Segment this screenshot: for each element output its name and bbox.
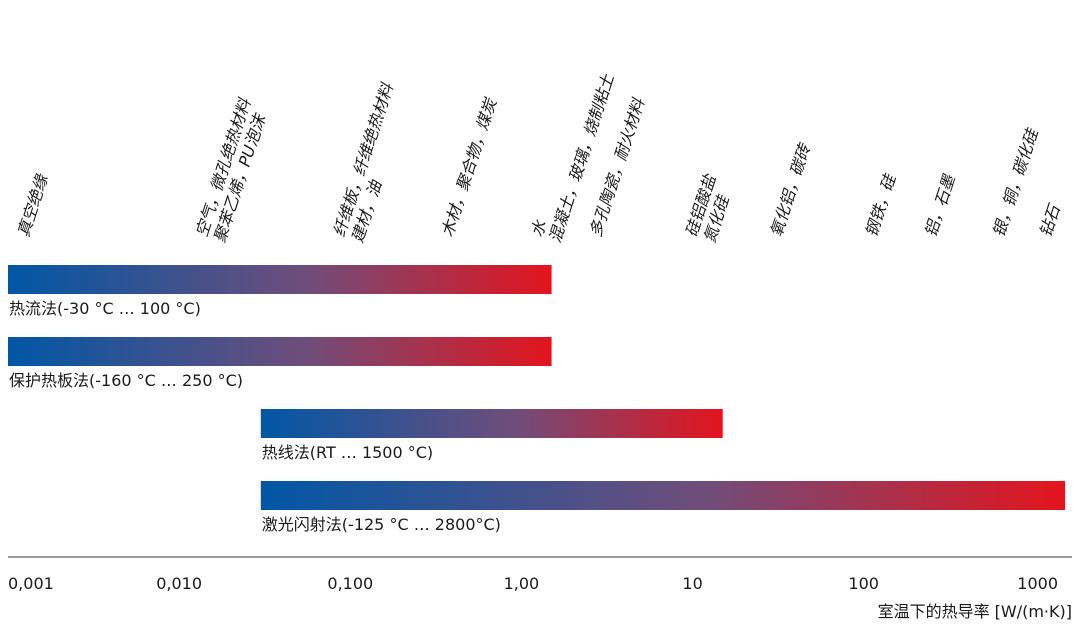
material-label: 钢铁，硅 (862, 171, 900, 240)
x-axis-ticks: 0,001 0,010 0,100 1,00 10 100 1000 (8, 574, 1058, 593)
material-label: 银，铜，碳化硅 (989, 125, 1042, 239)
material-label-group: 铝，石墨 (921, 172, 959, 240)
method-label: 保护热板法(-160 °C … 250 °C) (9, 371, 243, 390)
x-tick-label: 0,010 (156, 574, 202, 593)
range-bar (260, 481, 1065, 510)
range-bar (8, 265, 552, 294)
material-label: 铝，石墨 (921, 172, 959, 240)
x-tick-label: 10 (682, 574, 702, 593)
method-label: 热线法(RT … 1500 °C) (262, 443, 433, 462)
x-tick-label: 1,00 (504, 574, 540, 593)
material-label-group: 真空绝缘 (14, 171, 52, 240)
material-label-group: 氧化铝，碳砖 (766, 140, 814, 239)
x-tick-label: 1000 (1017, 574, 1058, 593)
x-tick-label: 0,100 (327, 574, 373, 593)
method-label: 热流法(-30 °C … 100 °C) (9, 299, 201, 318)
method-bars: 热流法(-30 °C … 100 °C) 保护热板法(-160 °C … 250 … (8, 265, 1065, 534)
material-label-group: 钻石 (1036, 200, 1065, 239)
material-label: 氧化铝，碳砖 (766, 140, 814, 239)
x-tick-label: 0,001 (8, 574, 54, 593)
x-axis-title: 室温下的热导率 [W/(m·K)] (878, 602, 1072, 621)
method-label: 激光闪射法(-125 °C … 2800°C) (262, 515, 501, 534)
material-label-group: 钢铁，硅 (862, 171, 900, 240)
x-tick-label: 100 (848, 574, 879, 593)
material-label: 木材，聚合物，煤炭 (438, 95, 501, 240)
material-label: 真空绝缘 (14, 171, 52, 240)
material-label: 钻石 (1036, 200, 1065, 239)
range-bar (8, 337, 552, 366)
range-bar (260, 409, 723, 438)
material-label-group: 银，铜，碳化硅 (989, 125, 1042, 239)
material-label-group: 木材，聚合物，煤炭 (438, 95, 501, 240)
material-label: 水 (527, 217, 550, 239)
